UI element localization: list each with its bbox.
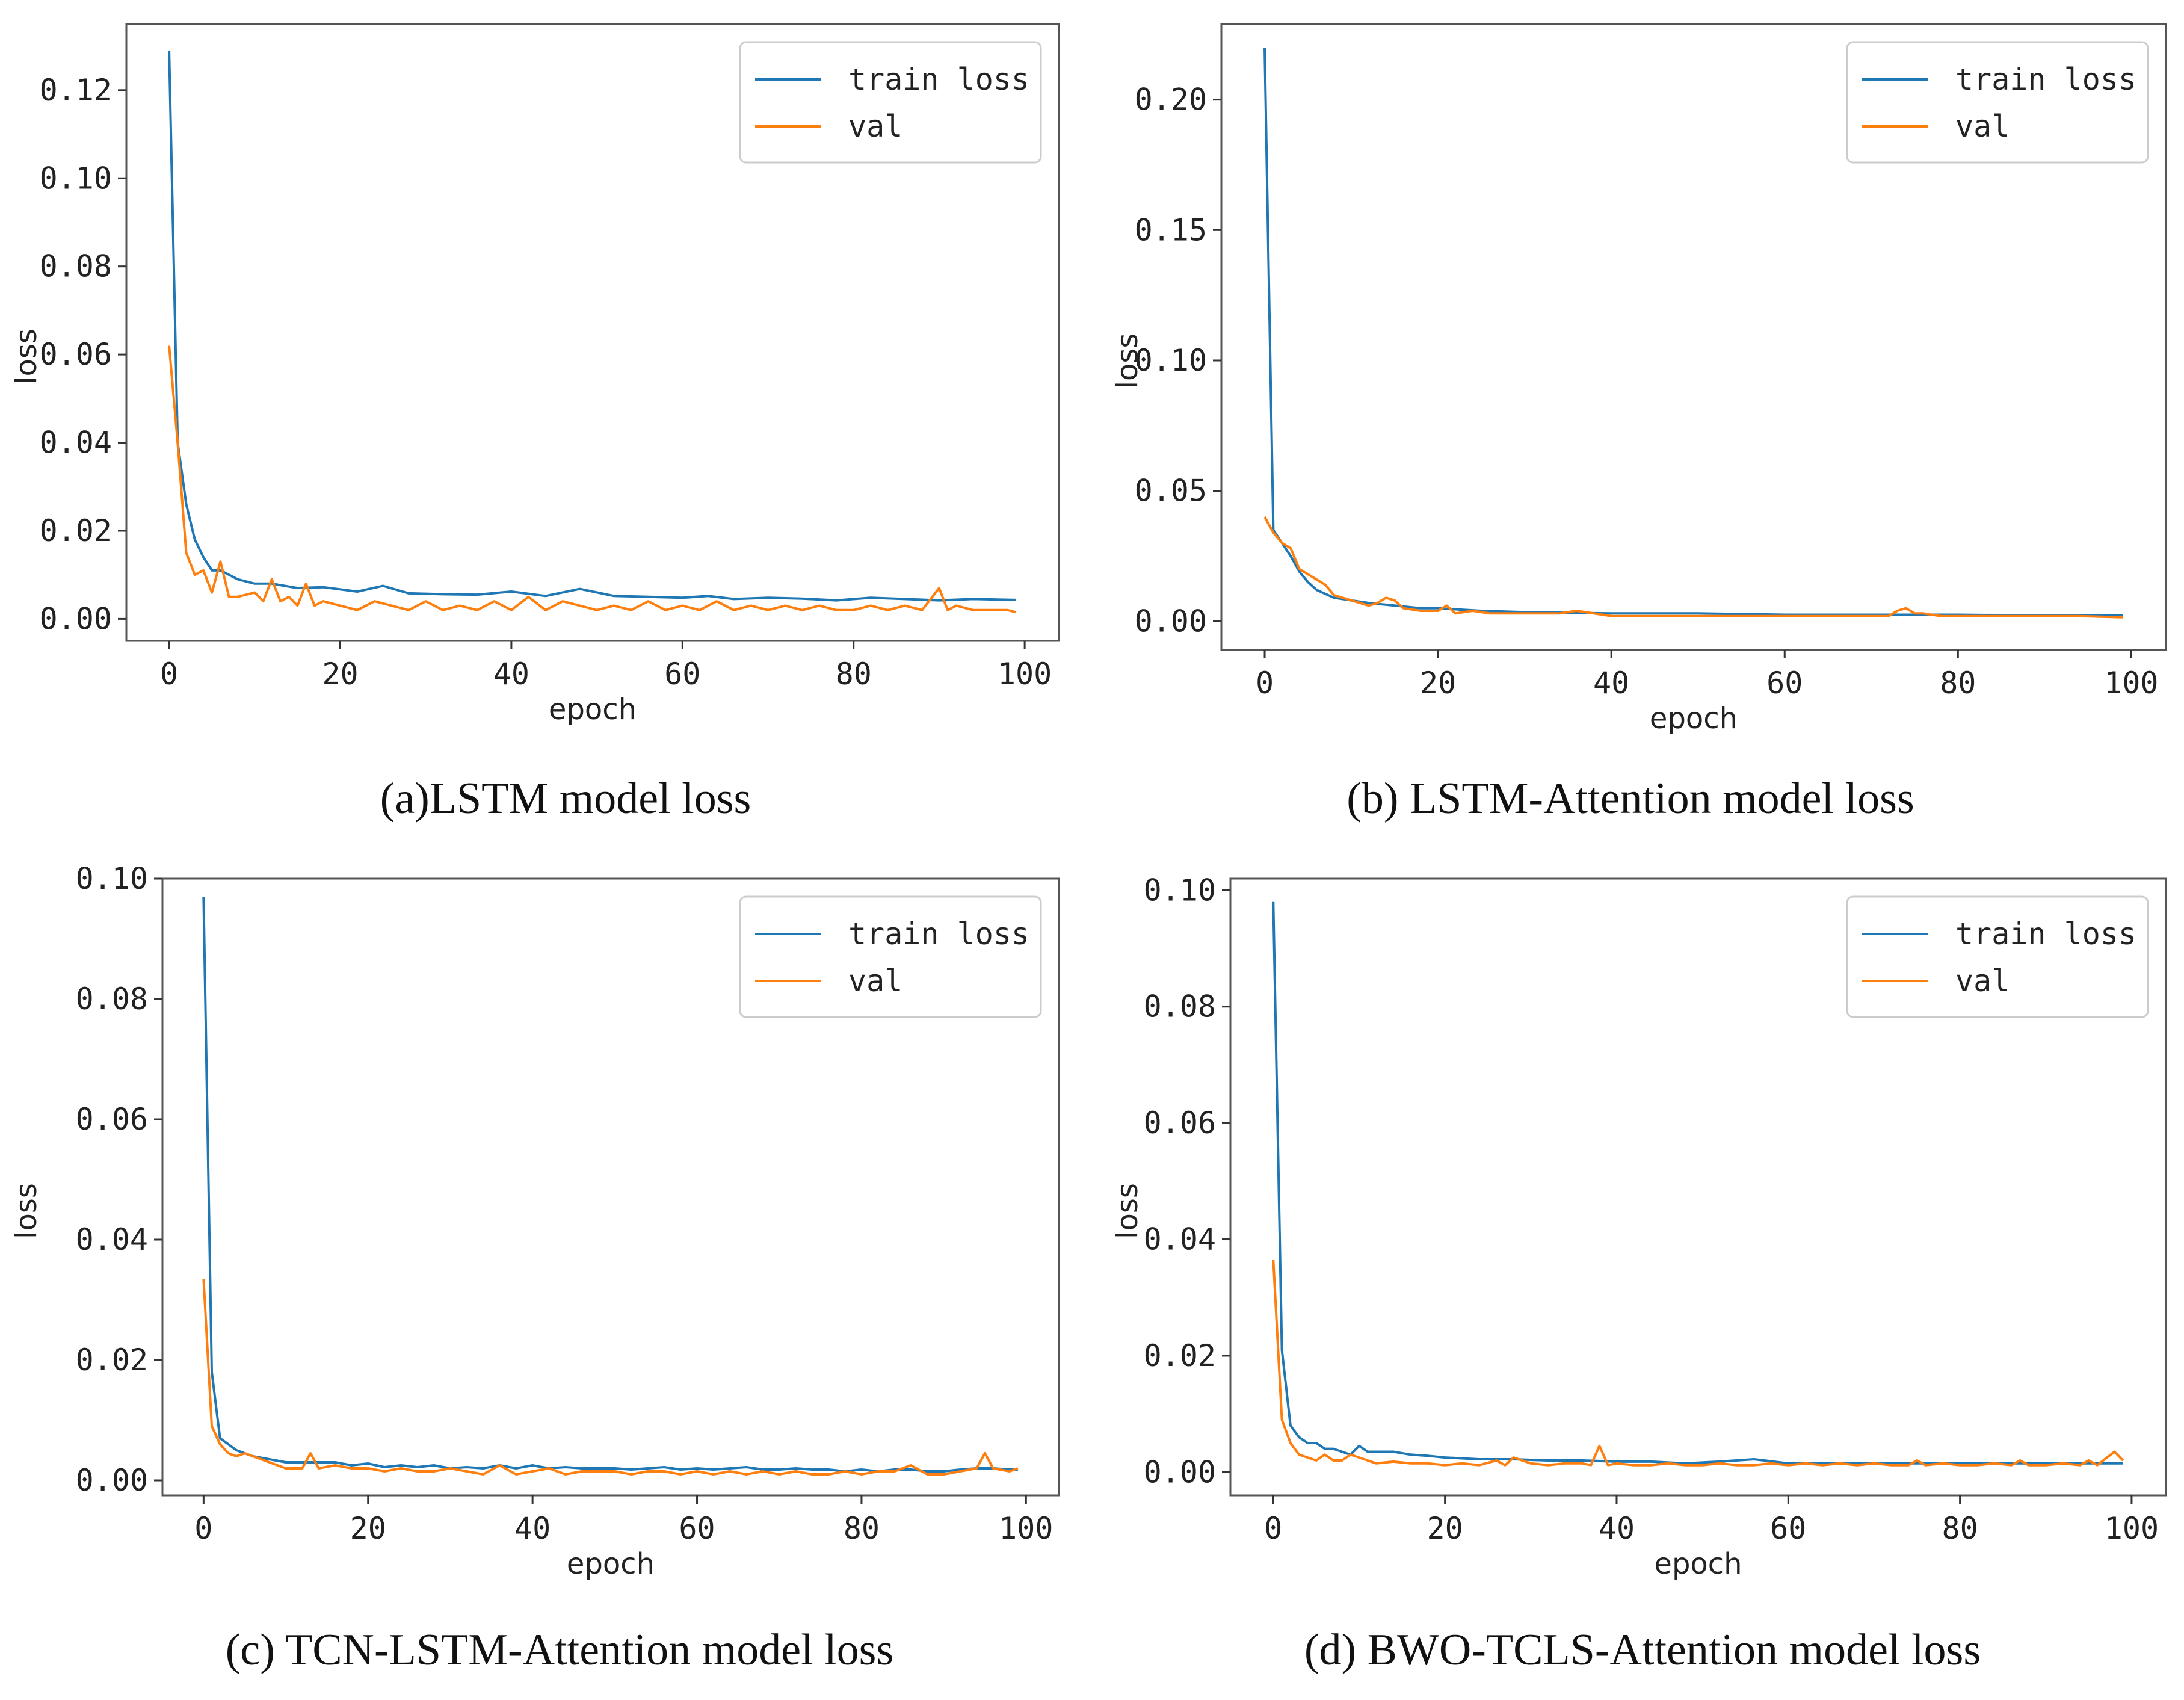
y-axis-label: loss (1111, 1183, 1144, 1239)
x-axis-label: epoch (1654, 1547, 1742, 1581)
x-tick-label: 100 (999, 1511, 1053, 1546)
series-val-line (202, 1278, 1019, 1476)
y-tick-label: 0.08 (40, 249, 112, 284)
y-tick-label: 0.10 (1144, 873, 1216, 907)
legend-label: val (848, 109, 902, 144)
legend-label: val (1955, 109, 2010, 144)
y-tick-label: 0.08 (76, 981, 148, 1016)
x-tick-label: 20 (1427, 1511, 1463, 1546)
y-tick-label: 0.08 (1144, 989, 1216, 1024)
x-tick-label: 60 (1766, 666, 1803, 700)
x-tick-label: 100 (2105, 1511, 2159, 1546)
series-val-line (1263, 516, 2123, 619)
x-tick-label: 80 (1942, 1511, 1978, 1546)
x-tick-label: 60 (664, 657, 700, 691)
x-tick-label: 20 (1420, 666, 1456, 700)
legend-box (1846, 41, 2149, 164)
y-tick-label: 0.00 (40, 601, 112, 636)
x-axis-label: epoch (1650, 702, 1738, 734)
x-tick-label: 40 (1599, 1511, 1635, 1546)
series-train-loss-line (1263, 47, 2123, 617)
chart-lstm-loss: 0 20 40 60 80 100 0.00 0.02 0.04 0.06 0.08 0.10 0.12… (10, 23, 1060, 726)
x-tick-label: 0 (1264, 1511, 1282, 1546)
chart-bwo-tcls-attention-loss: 0 20 40 60 80 100 0.00 0.02 0.04 0.06 0.08 0.10 epoc… (1111, 873, 2167, 1581)
x-tick-label: 60 (1770, 1511, 1806, 1546)
y-tick-label: 0.04 (1144, 1222, 1216, 1257)
x-tick-label: 40 (514, 1511, 551, 1546)
caption-b: (b) LSTM-Attention model loss (1346, 774, 1914, 823)
x-tick-label: 0 (194, 1511, 212, 1546)
legend-box (739, 41, 1042, 164)
x-tick-label: 100 (2104, 666, 2158, 700)
chart-lstm-attention-loss: 0 20 40 60 80 100 0.00 0.05 0.10 0.15 0.20 epoch los… (1111, 23, 2167, 734)
x-tick-label: 40 (493, 657, 529, 691)
y-axis-label: loss (10, 329, 43, 385)
x-tick-label: 60 (679, 1511, 715, 1546)
y-tick-label: 0.04 (76, 1222, 148, 1257)
y-tick-label: 0.10 (40, 161, 112, 196)
x-tick-label: 40 (1593, 666, 1629, 700)
x-tick-label: 80 (836, 657, 872, 691)
y-tick-label: 0.00 (1135, 604, 1207, 638)
x-axis-label: epoch (549, 693, 637, 726)
x-tick-label: 0 (160, 657, 178, 691)
series-train-loss-line (168, 50, 1016, 602)
x-tick-label: 80 (1940, 666, 1976, 700)
legend-label: val (1955, 963, 2010, 998)
y-tick-label: 0.05 (1135, 474, 1207, 508)
y-axis-label: loss (10, 1183, 43, 1239)
series-val-line (168, 345, 1017, 614)
y-tick-label: 0.06 (76, 1102, 148, 1137)
y-tick-label: 0.02 (76, 1343, 148, 1377)
legend-label: val (848, 963, 902, 998)
caption-a: (a)LSTM model loss (380, 774, 751, 823)
x-tick-label: 20 (350, 1511, 386, 1546)
y-tick-label: 0.15 (1135, 212, 1207, 247)
caption-d: (d) BWO-TCLS-Attention model loss (1304, 1625, 1981, 1675)
legend-label: train loss (1955, 62, 2136, 97)
y-tick-label: 0.20 (1135, 82, 1207, 117)
y-tick-label: 0.00 (76, 1463, 148, 1498)
legend-label: train loss (848, 62, 1029, 97)
series-val-line (1272, 1260, 2124, 1467)
x-tick-label: 20 (322, 657, 358, 691)
y-tick-label: 0.06 (1144, 1105, 1216, 1140)
chart-tcn-lstm-attention-loss: 0 20 40 60 80 100 0.00 0.02 0.04 0.06 0.08 0.10 epoc… (10, 867, 1060, 1581)
x-tick-label: 0 (1256, 666, 1274, 700)
y-tick-label: 0.12 (40, 73, 112, 108)
legend-box (1846, 895, 2149, 1018)
caption-c: (c) TCN-LSTM-Attention model loss (225, 1625, 894, 1675)
legend-label: train loss (1955, 916, 2136, 951)
x-tick-label: 80 (844, 1511, 880, 1546)
legend-box (739, 895, 1042, 1018)
x-axis-label: epoch (567, 1547, 655, 1581)
series-train-loss-line (1272, 901, 2123, 1465)
y-tick-label: 0.06 (40, 337, 112, 372)
y-tick-label: 0.02 (1144, 1338, 1216, 1373)
y-axis-label: loss (1111, 333, 1144, 389)
y-tick-label: 0.04 (40, 425, 112, 460)
x-tick-label: 100 (998, 657, 1052, 691)
y-tick-label: 0.02 (40, 513, 112, 548)
y-tick-label: 0.10 (1135, 343, 1207, 378)
legend-label: train loss (848, 916, 1029, 951)
y-tick-label: 0.10 (76, 867, 148, 896)
y-tick-label: 0.00 (1144, 1454, 1216, 1489)
